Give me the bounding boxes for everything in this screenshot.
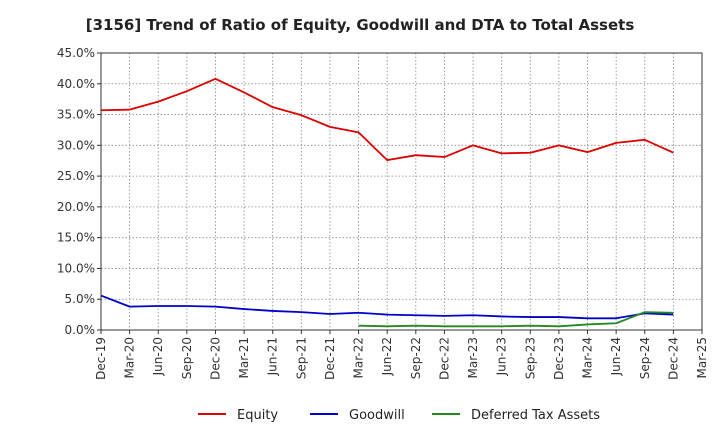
- x-tick-label: Sep-21: [294, 337, 308, 379]
- x-tick-label: Jun-24: [609, 337, 623, 376]
- plot-frame: [100, 52, 703, 331]
- x-tick-label: Jun-23: [495, 337, 509, 376]
- y-tick-label: 20.0%: [57, 200, 95, 214]
- x-tick-label: Sep-23: [523, 337, 537, 379]
- y-tick-label: 30.0%: [57, 138, 95, 152]
- y-axis: 0.0% 5.0% 10.0% 15.0% 20.0% 25.0% 30.0% 35.0% 40…: [57, 46, 101, 337]
- y-tick-label: 15.0%: [57, 231, 95, 245]
- x-tick-label: Mar-24: [581, 337, 595, 378]
- y-tick-label: 40.0%: [57, 77, 95, 91]
- y-tick-label: 45.0%: [57, 46, 95, 60]
- x-tick-label: Jun-21: [266, 337, 280, 376]
- legend-label-deferred-tax-assets: Deferred Tax Assets: [471, 408, 600, 423]
- legend: Equity Goodwill Deferred Tax Assets: [198, 408, 600, 423]
- x-tick-label: Mar-25: [695, 337, 709, 378]
- y-tick-label: 0.0%: [65, 323, 96, 337]
- x-tick-label: Sep-20: [180, 337, 194, 379]
- x-tick-label: Mar-23: [466, 337, 480, 378]
- x-axis: Dec-19 Mar-20 Jun-20 Sep-20 Dec-20 Mar-21 Jun-…: [94, 330, 709, 380]
- x-tick-label: Mar-22: [352, 337, 366, 378]
- series-line-goodwill: [100, 294, 674, 320]
- x-tick-label: Dec-21: [323, 337, 337, 380]
- series-line-equity: [100, 77, 674, 162]
- y-tick-label: 35.0%: [57, 108, 95, 122]
- x-tick-label: Mar-20: [123, 337, 137, 378]
- x-tick-label: Mar-21: [237, 337, 251, 378]
- series-line-deferred-tax-assets: [358, 311, 674, 328]
- legend-label-equity: Equity: [237, 408, 278, 423]
- x-tick-label: Sep-24: [638, 337, 652, 379]
- y-tick-label: 25.0%: [57, 169, 95, 183]
- x-tick-label: Jun-20: [151, 337, 165, 376]
- x-tick-label: Dec-23: [552, 337, 566, 380]
- grid: [101, 53, 702, 330]
- x-tick-label: Dec-19: [94, 337, 108, 380]
- x-tick-label: Jun-22: [380, 337, 394, 376]
- x-tick-label: Dec-24: [666, 337, 680, 380]
- chart-title: [3156] Trend of Ratio of Equity, Goodwil…: [86, 16, 635, 34]
- legend-label-goodwill: Goodwill: [349, 408, 405, 423]
- x-tick-label: Dec-20: [208, 337, 222, 380]
- y-tick-label: 10.0%: [57, 261, 95, 275]
- x-tick-label: Dec-22: [437, 337, 451, 380]
- x-tick-label: Sep-22: [409, 337, 423, 379]
- series-group: [100, 77, 674, 328]
- y-tick-label: 5.0%: [65, 292, 96, 306]
